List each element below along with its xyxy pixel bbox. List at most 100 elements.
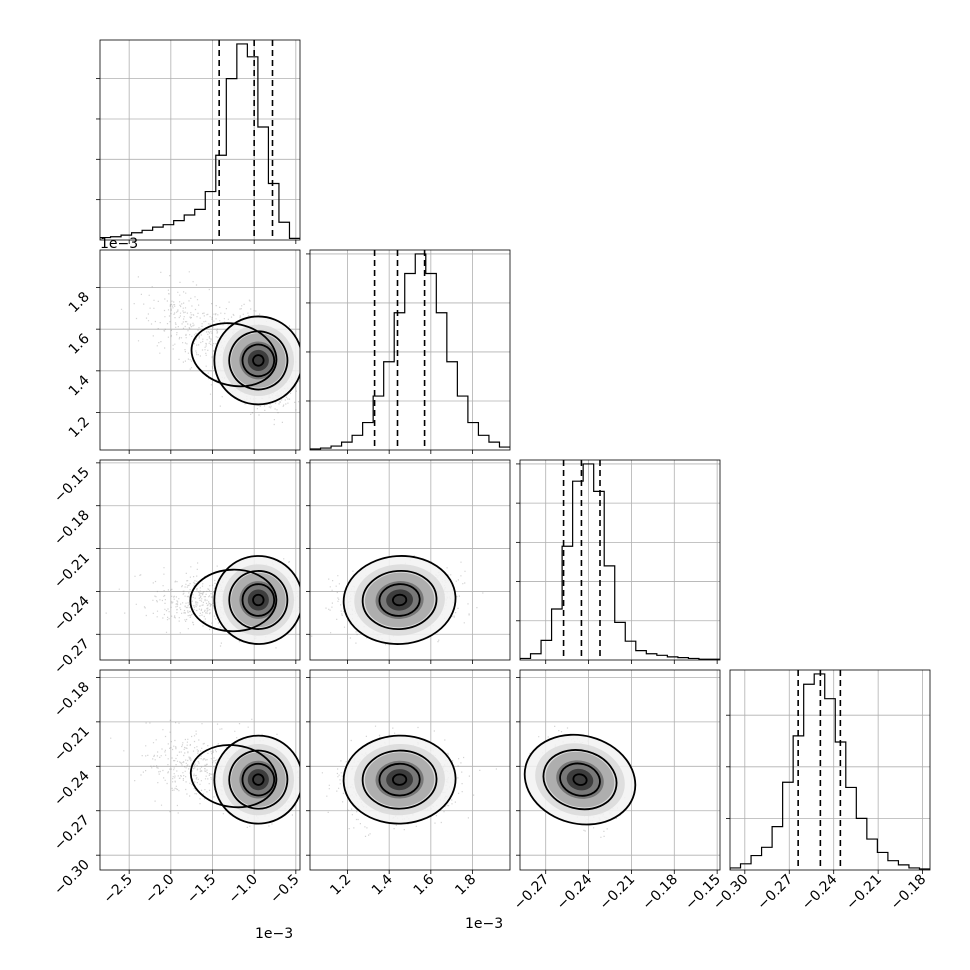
histogram-bin [804,684,815,870]
histogram-bin [405,274,416,450]
histogram-bin [163,225,174,240]
x-tick-label: −0.18 [639,872,681,914]
histogram-step-line [310,253,510,450]
y-tick-label: −0.24 [51,768,93,810]
x-tick-label: −0.21 [597,872,639,914]
contours [213,555,300,645]
panel-frame-2-1 [309,459,511,661]
density-level [247,349,269,371]
x-tick-label: −0.27 [754,872,796,914]
x-tick-label: −2.5 [101,872,136,907]
histogram-bin [342,442,353,450]
histogram-bin [184,215,195,240]
contour-line [542,749,618,811]
scatter-panel-3-1 [321,725,497,837]
contour-line [228,749,289,810]
grid-1-0 [100,250,300,450]
x-tick-label: −0.21 [843,872,885,914]
panel-frame-3-2 [519,669,721,871]
x-tick-label: −1.5 [184,872,219,907]
grid-3-3 [730,670,930,870]
x-tick-label: −0.24 [554,871,596,913]
histogram-bin [237,44,248,240]
contour-line [213,315,300,406]
grid-3-2 [520,670,720,870]
histogram-bin [531,654,542,660]
contour-line [228,570,289,630]
scatter-panel-3-0 [110,718,300,828]
contour-line [213,555,300,645]
x-tick-label: 1.8 [452,872,479,899]
histogram-step-line [520,463,720,660]
panel-frame-0-0 [99,39,301,241]
histogram-bin [142,230,153,240]
density-blocks [214,316,300,405]
histogram-bin [478,435,489,450]
histogram-bin [751,856,762,870]
contour-line [252,354,265,367]
x-tick-label: −0.27 [511,872,553,914]
histogram-bin [772,827,783,870]
histogram-bin [762,847,773,870]
density-blocks [524,734,636,825]
histogram-bin [541,640,552,660]
histogram-bin [174,221,185,240]
contour-tail [189,744,278,809]
histogram-bin [552,609,563,660]
contour-line [252,773,265,786]
contour-line [361,749,438,810]
histogram-bin [814,674,825,870]
contour-line [523,733,637,826]
density-blocks [343,735,456,824]
histogram-bin [877,852,888,870]
scatter-panel-1-0 [120,271,300,426]
contour-tail [189,568,278,633]
y-tick-label: −0.27 [51,636,93,678]
y-tick-label: −0.30 [51,857,93,899]
contour-line [241,343,276,378]
contour-line [378,583,421,617]
contour-tail [190,322,278,388]
y-tick-label: −0.21 [51,723,93,765]
density-level [386,589,414,611]
histogram-bin [646,654,657,660]
density-level [386,769,414,791]
histogram-bin [615,622,626,660]
panel-frame-2-2 [519,459,721,661]
x-tick-label: 1.2 [327,872,354,899]
histogram-bin [604,566,615,660]
y-tick-label: −0.27 [51,812,93,854]
histogram-step-line [100,43,300,240]
x-tick-label: −2.0 [142,872,177,907]
density-blocks [214,735,300,824]
y-tick-label: −0.21 [51,550,93,592]
contours [342,555,457,645]
histogram-bin [636,651,647,660]
grid-2-2 [520,460,720,660]
contours [523,733,637,826]
histogram-bin [436,313,447,450]
y-tick-label: −0.15 [51,464,93,506]
panel-frame-1-1 [309,249,511,451]
histogram-bin [468,423,479,450]
contour-line [342,734,457,825]
contour-line [378,762,421,797]
histogram-bin [216,155,227,240]
y-tick-label: −0.24 [51,593,93,635]
histogram-bin [258,127,269,240]
contour-line [361,570,438,630]
histogram-bin [279,222,290,240]
histogram-bin [247,57,258,240]
histogram-bin [489,442,500,450]
histogram-bin [741,864,752,870]
panel-frame-2-0 [99,459,301,661]
contour-line [213,734,300,825]
density-level [247,589,269,611]
x-tick-label: −0.5 [267,872,302,907]
contours [213,734,300,825]
x-tick-label: −1.0 [226,872,261,907]
histogram-bin [205,192,216,240]
histogram-bin [447,362,458,450]
